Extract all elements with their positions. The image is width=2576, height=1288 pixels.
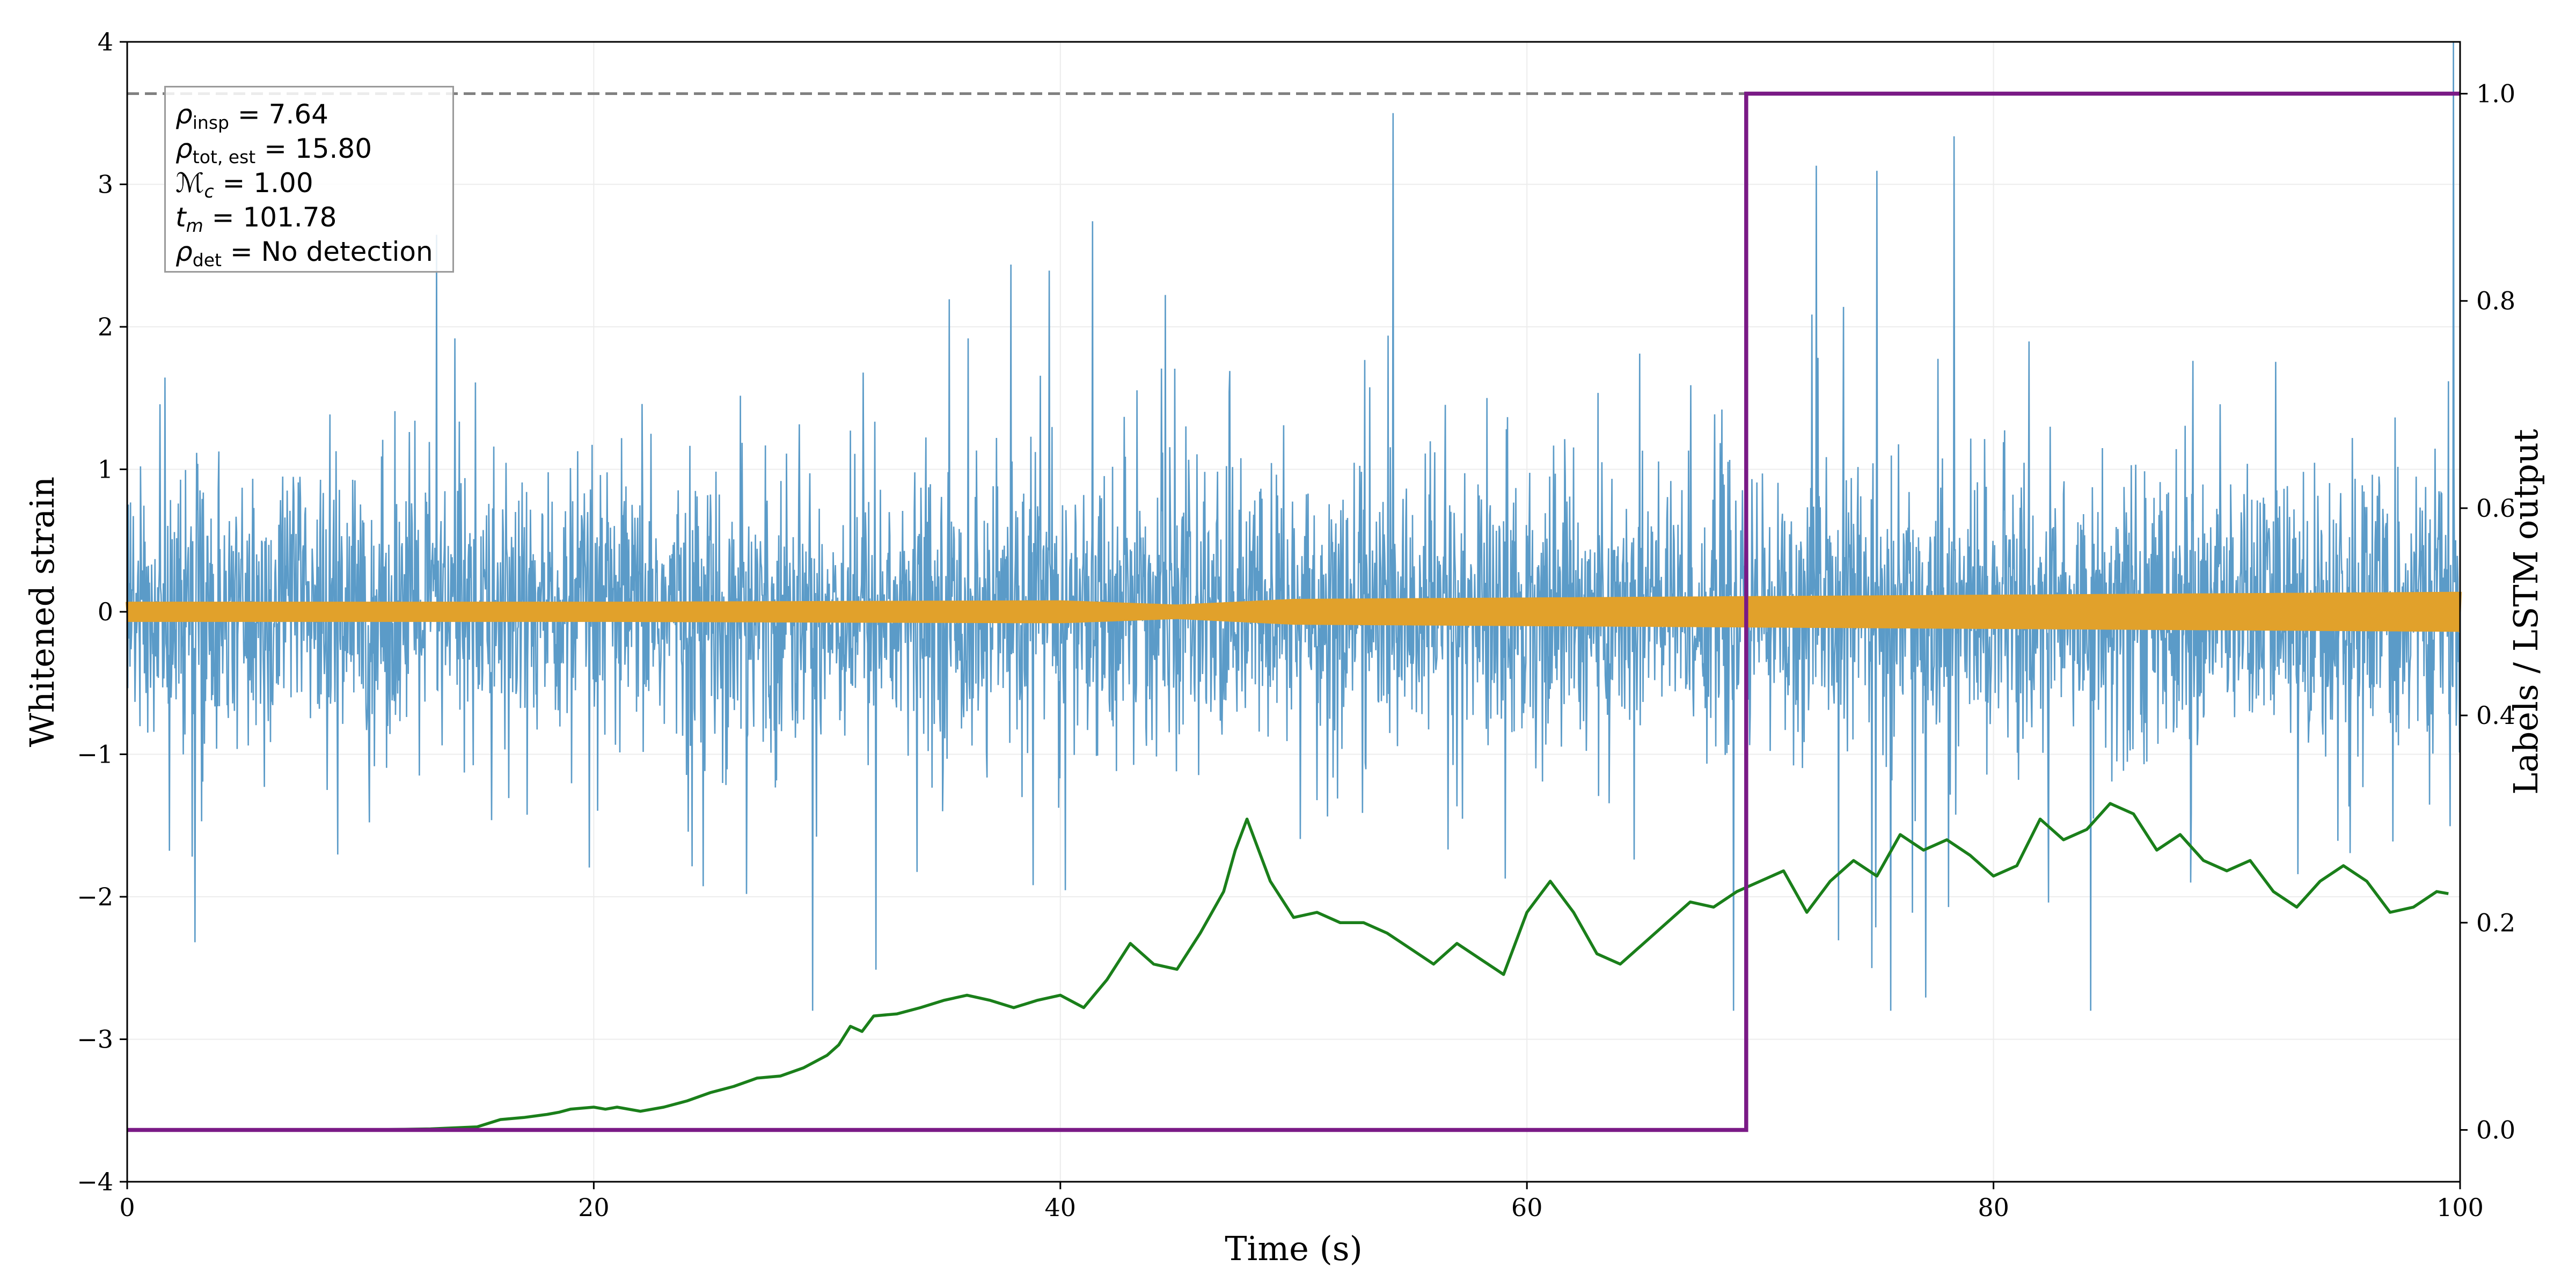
y2-tick-label: 0.2 xyxy=(2476,908,2515,937)
series-injected-signal xyxy=(126,591,2462,632)
mc-value: = 1.00 xyxy=(214,167,313,199)
signal-line xyxy=(126,591,2462,632)
lstm-line xyxy=(127,802,2449,1132)
x-tick-label: 40 xyxy=(1045,1193,1077,1222)
tot-subscript: tot, est xyxy=(192,147,256,167)
series-label-step xyxy=(127,91,2460,1132)
tm-value: = 101.78 xyxy=(203,202,337,233)
strain-line xyxy=(126,41,2461,1011)
tm-symbol: t xyxy=(175,202,186,233)
snr-inspiral-row: ρinsp = 7.64 xyxy=(175,97,452,133)
x-axis-label: Time (s) xyxy=(1225,1229,1363,1268)
y2-tick-label: 1.0 xyxy=(2476,79,2515,108)
y-tick-label: −4 xyxy=(77,1167,113,1196)
y-tick-label: 1 xyxy=(98,455,113,484)
tm-subscript: m xyxy=(186,215,203,236)
y-tick-label: 2 xyxy=(98,312,113,341)
x-tick-label: 20 xyxy=(578,1193,610,1222)
x-tick-label: 60 xyxy=(1511,1193,1543,1222)
x-tick-label: 80 xyxy=(1978,1193,2009,1222)
axis-ticks: 0 20 40 60 80 100 −4 −3 −2 −1 0 1 2 3 4 0.0 0.2 0.4 0.6 0.8… xyxy=(77,27,2515,1222)
rho-symbol: ρ xyxy=(175,236,193,267)
y-tick-label: 3 xyxy=(98,170,113,199)
snr-total-row: ρtot, est = 15.80 xyxy=(175,131,452,167)
chirp-mass-symbol: ℳ xyxy=(175,167,204,199)
y-tick-label: −3 xyxy=(77,1025,113,1054)
chirp-mass-row: ℳc = 1.00 xyxy=(175,166,452,202)
tot-value: = 15.80 xyxy=(255,133,372,164)
y2-tick-label: 0.4 xyxy=(2476,701,2515,730)
series-whitened-strain xyxy=(126,41,2461,1011)
y-axis-label: Whitened strain xyxy=(23,477,62,747)
label-step-line xyxy=(127,91,2460,1132)
series-lstm-output xyxy=(127,802,2449,1132)
y-tick-label: −1 xyxy=(77,740,113,769)
merger-time-row: tm = 101.78 xyxy=(175,200,452,236)
y-tick-label: 4 xyxy=(98,27,113,56)
x-tick-label: 100 xyxy=(2436,1193,2484,1222)
parameter-legend-box: ρinsp = 7.64 ρtot, est = 15.80 ℳc = 1.00… xyxy=(164,86,454,273)
det-subscript: det xyxy=(192,250,222,270)
y2-tick-label: 0.6 xyxy=(2476,494,2515,523)
insp-value: = 7.64 xyxy=(229,99,328,130)
y2-axis-label: Labels / LSTM output xyxy=(2506,429,2545,794)
mc-subscript: c xyxy=(204,181,214,202)
y-tick-label: 0 xyxy=(98,597,113,626)
y-tick-label: −2 xyxy=(77,882,113,911)
insp-subscript: insp xyxy=(192,112,229,133)
y2-tick-label: 0.0 xyxy=(2476,1115,2515,1144)
rho-symbol: ρ xyxy=(175,133,193,164)
detection-row: ρdet = No detection xyxy=(175,235,452,270)
rho-symbol: ρ xyxy=(175,99,193,130)
x-tick-label: 0 xyxy=(119,1193,135,1222)
det-value: = No detection xyxy=(221,236,433,267)
y2-tick-label: 0.8 xyxy=(2476,287,2515,316)
